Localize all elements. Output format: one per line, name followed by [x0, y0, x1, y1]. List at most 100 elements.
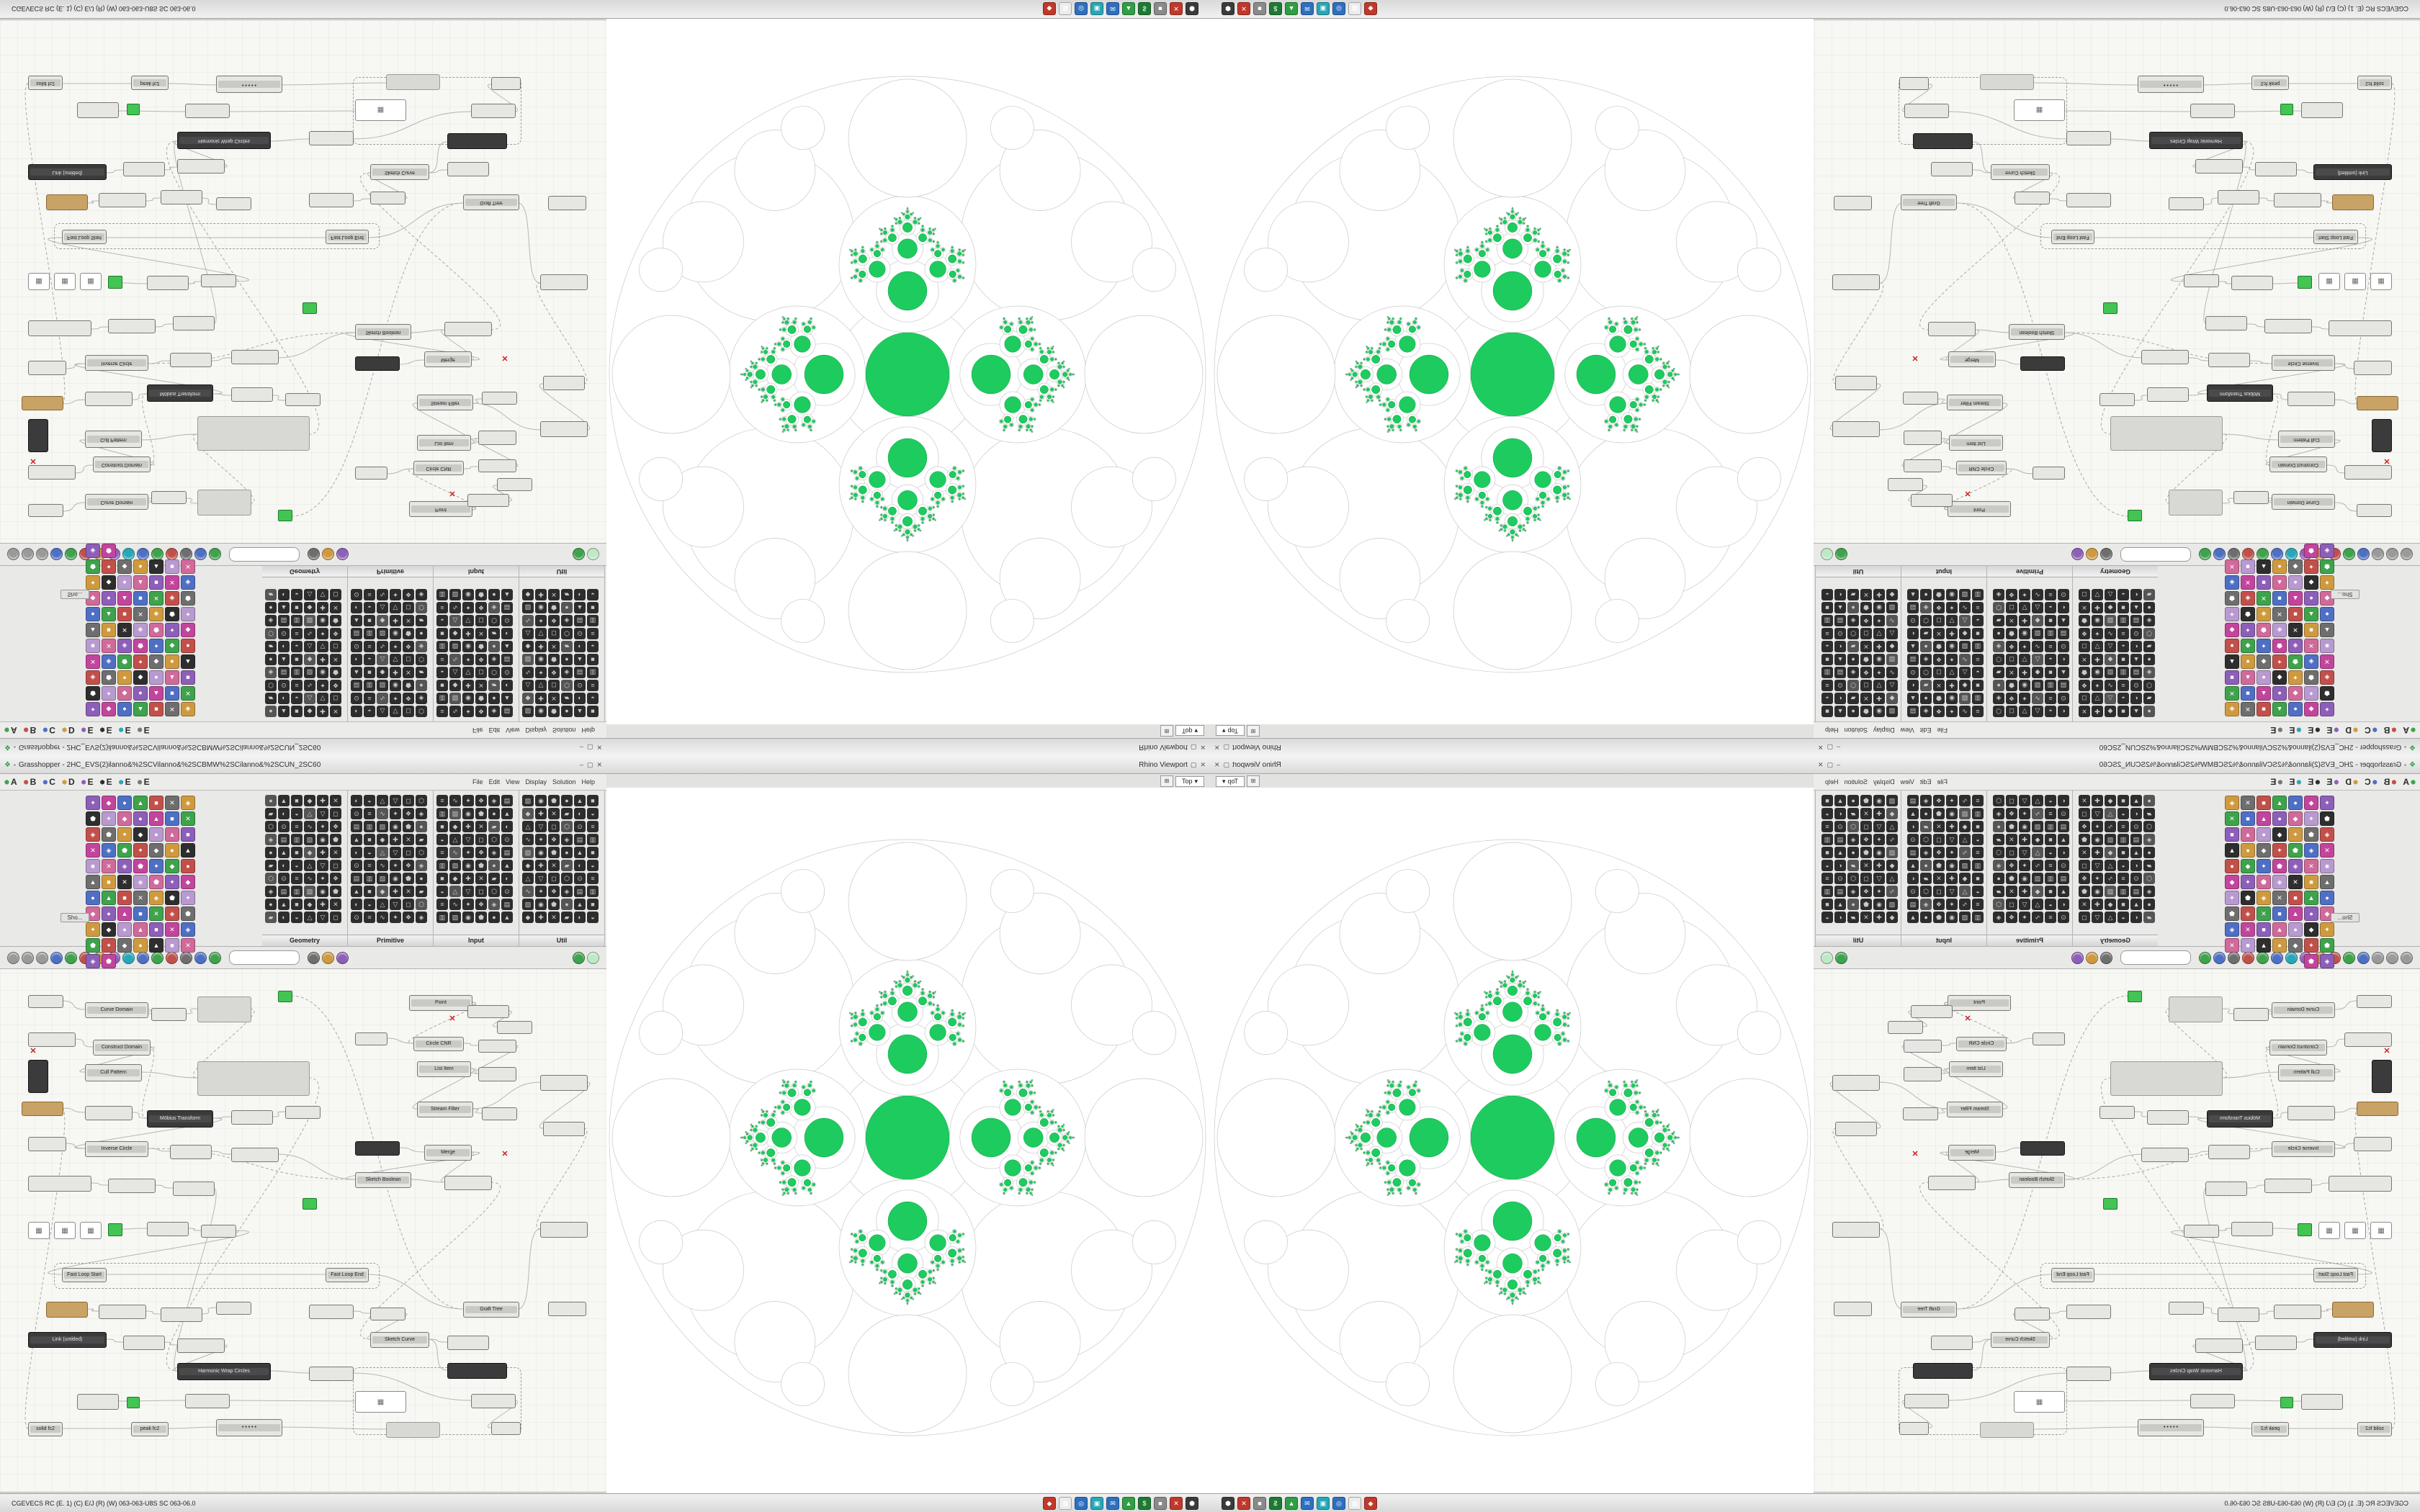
gh-node[interactable]: • • • • • [2138, 1419, 2204, 1436]
gh-node[interactable] [2141, 350, 2189, 364]
param-icon[interactable]: ▽ [2019, 899, 2030, 910]
menu-help[interactable]: Help [581, 726, 595, 734]
favorite-component-icon[interactable]: ◆ [133, 827, 148, 842]
favorite-component-icon[interactable]: ◈ [2288, 859, 2303, 873]
param-icon[interactable]: △ [1959, 615, 1971, 626]
gh-node[interactable] [123, 1336, 165, 1350]
favorite-component-icon[interactable]: ▲ [181, 654, 195, 669]
param-icon[interactable]: ▤ [2058, 873, 2069, 884]
param-icon[interactable]: ◈ [265, 615, 277, 626]
favorite-component-icon[interactable]: ◈ [2241, 591, 2255, 606]
param-icon[interactable]: ≡ [436, 706, 448, 717]
menu-file[interactable]: File [472, 726, 483, 734]
param-icon[interactable]: ▲ [1907, 693, 1919, 704]
rhino-canvas[interactable] [606, 19, 1210, 724]
param-icon[interactable]: ▲ [278, 899, 290, 910]
param-icon[interactable]: ◈ [265, 886, 277, 897]
grasshopper-titlebar[interactable]: ❖ ▪ Grasshopper - 2HC_EVS(2)ilanno&%2SCV… [1814, 756, 2420, 774]
param-icon[interactable]: ▤ [1907, 795, 1919, 806]
param-icon[interactable]: △ [2105, 860, 2116, 871]
param-icon[interactable]: ⊙ [2130, 873, 2142, 884]
param-icon[interactable]: ❖ [2079, 628, 2090, 639]
param-icon[interactable]: ▥ [1821, 615, 1833, 626]
gh-node[interactable] [2099, 393, 2135, 406]
param-icon[interactable]: ❖ [1933, 706, 1945, 717]
param-icon[interactable]: △ [377, 602, 388, 613]
gh-node[interactable] [2218, 190, 2259, 204]
param-icon[interactable]: ✦ [1946, 847, 1958, 858]
param-icon[interactable]: ▰ [416, 886, 427, 897]
param-icon[interactable]: ✚ [1873, 589, 1885, 600]
gh-node[interactable] [491, 77, 521, 90]
param-icon[interactable]: ✕ [330, 899, 341, 910]
param-icon[interactable]: ▰ [2143, 912, 2155, 923]
param-icon[interactable]: ● [488, 912, 500, 923]
param-icon[interactable]: ✚ [1946, 821, 1958, 832]
param-icon[interactable]: ◐ [351, 602, 362, 613]
gh-node[interactable] [2208, 1145, 2250, 1159]
param-icon[interactable]: ▰ [1920, 628, 1932, 639]
param-icon[interactable]: ▧ [1886, 706, 1898, 717]
param-icon[interactable]: ▤ [278, 834, 290, 845]
gh-node[interactable] [2020, 356, 2065, 371]
favorite-component-icon[interactable]: ✦ [2320, 575, 2334, 590]
param-icon[interactable]: ● [265, 706, 277, 717]
param-icon[interactable]: ≡ [364, 860, 375, 871]
param-icon[interactable]: ◉ [535, 795, 547, 806]
param-icon[interactable]: ✦ [535, 667, 547, 678]
param-icon[interactable]: ✕ [2079, 899, 2090, 910]
param-icon[interactable]: ❖ [548, 615, 560, 626]
param-icon[interactable]: ✕ [548, 693, 560, 704]
favorite-component-icon[interactable]: ● [86, 891, 100, 905]
favorite-component-icon[interactable]: ● [2288, 922, 2303, 937]
param-icon[interactable]: ◒ [1821, 860, 1833, 871]
param-icon[interactable]: ⬟ [1860, 654, 1872, 665]
param-icon[interactable]: ● [1920, 860, 1932, 871]
param-icon[interactable]: ≡ [436, 795, 448, 806]
favorite-component-icon[interactable]: ■ [149, 922, 163, 937]
gh-node[interactable] [2372, 419, 2392, 452]
close-icon[interactable]: ✕ [1818, 760, 1824, 768]
param-icon[interactable]: ◆ [522, 641, 534, 652]
gh-node[interactable]: Möbius Transform [147, 1110, 213, 1128]
toolbar-icon[interactable] [1835, 548, 1847, 561]
favorite-component-icon[interactable]: ● [133, 559, 148, 574]
param-icon[interactable]: ✕ [1933, 628, 1945, 639]
favorite-component-icon[interactable]: ◆ [165, 639, 179, 653]
gh-tab-4[interactable]: ⬢ E [2326, 777, 2339, 787]
param-icon[interactable]: ✦ [2019, 912, 2030, 923]
param-icon[interactable]: ⊙ [1834, 873, 1846, 884]
param-icon[interactable]: ∿ [522, 667, 534, 678]
param-icon[interactable]: ◈ [1847, 886, 1859, 897]
param-icon[interactable]: ⬡ [2143, 628, 2155, 639]
param-icon[interactable]: ◻ [1933, 667, 1945, 678]
gh-node[interactable] [197, 490, 251, 516]
param-icon[interactable]: ◆ [377, 886, 388, 897]
gh-node[interactable]: ✕ [501, 1149, 508, 1158]
gh-tab-5[interactable]: ⬢ E [2308, 725, 2320, 735]
param-icon[interactable]: ⬟ [2079, 886, 2090, 897]
param-icon[interactable]: ◉ [462, 589, 474, 600]
param-icon[interactable]: ≡ [1972, 706, 1984, 717]
param-icon[interactable]: ✚ [2092, 602, 2103, 613]
taskbar-icon[interactable]: ■ [1154, 1497, 1167, 1510]
param-section-label[interactable]: Primitive [1987, 566, 2072, 577]
toolbar-icon[interactable] [209, 548, 221, 561]
param-icon[interactable]: ◻ [1860, 680, 1872, 691]
param-icon[interactable]: ✚ [317, 706, 328, 717]
param-icon[interactable]: △ [449, 834, 461, 845]
param-icon[interactable]: ◒ [364, 602, 375, 613]
param-icon[interactable]: ◉ [1946, 912, 1958, 923]
param-icon[interactable]: ▥ [2118, 615, 2129, 626]
favorite-component-icon[interactable]: ◆ [2225, 875, 2239, 889]
param-icon[interactable]: ◐ [1834, 808, 1846, 819]
param-icon[interactable]: ◉ [1946, 860, 1958, 871]
gh-node[interactable] [444, 1176, 492, 1190]
param-icon[interactable]: ⬡ [2143, 680, 2155, 691]
gh-node[interactable]: Point [409, 995, 472, 1011]
param-icon[interactable]: ◐ [2130, 589, 2142, 600]
param-icon[interactable]: ◒ [291, 589, 302, 600]
toolbar-icon[interactable] [50, 548, 63, 561]
param-icon[interactable]: ⬟ [475, 860, 487, 871]
param-icon[interactable]: ✚ [2092, 847, 2103, 858]
